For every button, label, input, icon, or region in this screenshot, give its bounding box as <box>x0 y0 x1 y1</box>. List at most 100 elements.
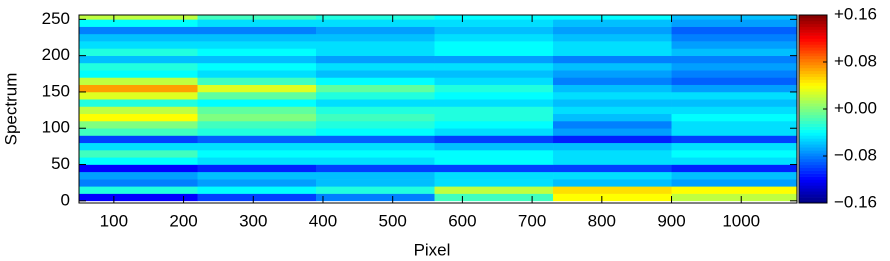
heatmap-cell <box>434 106 554 115</box>
heatmap-cell <box>316 41 435 49</box>
colorbar-step <box>799 158 827 163</box>
colorbar-step <box>799 29 827 33</box>
y-axis-label: Spectrum <box>1 73 20 146</box>
colorbar-step <box>799 164 827 169</box>
heatmap-cell <box>79 128 198 136</box>
heatmap-cell <box>79 164 198 173</box>
heatmap-cell <box>671 26 798 35</box>
heatmap-cell <box>434 41 554 49</box>
heatmap-cell <box>553 157 672 165</box>
heatmap-cell <box>197 91 317 100</box>
heatmap-cell <box>434 70 554 78</box>
y-tick-label: 50 <box>51 154 70 173</box>
heatmap-cell <box>553 171 672 180</box>
colorbar-step <box>799 59 827 63</box>
heatmap-cell <box>553 142 672 151</box>
heatmap-cell <box>671 55 798 64</box>
heatmap-cell <box>671 193 798 202</box>
colorbar-step <box>799 76 827 80</box>
colorbar-step <box>799 73 827 77</box>
colorbar-step <box>799 179 827 183</box>
colorbar-step <box>799 50 827 54</box>
heatmap-cell <box>671 164 798 173</box>
colorbar-step <box>799 97 827 101</box>
heatmap-cell <box>316 99 435 107</box>
colorbar-tick-label: +0.08 <box>834 51 877 70</box>
heatmap-cell <box>79 19 198 27</box>
heatmap-cell <box>434 135 554 144</box>
colorbar-step <box>799 109 827 113</box>
heatmap-cell <box>671 70 798 78</box>
heatmap-cell <box>316 26 435 35</box>
colorbar-step <box>799 138 827 142</box>
heatmap-cell <box>79 150 198 158</box>
colorbar-step <box>799 35 827 39</box>
heatmap-cell <box>197 120 317 129</box>
colorbar-step <box>799 94 827 98</box>
heatmap-cell <box>79 15 198 20</box>
colorbar-step <box>799 20 827 25</box>
heatmap-cell <box>434 33 554 42</box>
colorbar-step <box>799 173 827 177</box>
heatmap-cell <box>79 41 198 49</box>
heatmap-cell <box>434 113 554 122</box>
colorbar-step <box>799 144 827 148</box>
colorbar-step <box>799 188 827 192</box>
heatmap-cell <box>671 113 798 122</box>
heatmap-cell <box>434 128 554 136</box>
heatmap-cell <box>671 33 798 42</box>
heatmap-cell <box>79 193 198 202</box>
colorbar-step <box>799 153 827 157</box>
plot-frame <box>78 14 798 204</box>
colorbar-step <box>799 79 827 83</box>
colorbar-step <box>799 191 827 195</box>
heatmap-cell <box>434 164 554 173</box>
x-tick-label: 400 <box>309 211 337 230</box>
colorbar-step <box>799 64 827 69</box>
heatmap-cell <box>553 62 672 71</box>
heatmap-cell <box>79 55 198 64</box>
colorbar-step <box>799 170 827 174</box>
heatmap-cell <box>316 179 435 187</box>
colorbar-step <box>799 91 827 95</box>
y-tick-label: 0 <box>61 190 70 209</box>
heatmap-cell <box>553 84 672 93</box>
heatmap-cell <box>79 135 198 144</box>
y-tick-label: 250 <box>42 9 70 28</box>
heatmap-cell <box>434 171 554 180</box>
colorbar-step <box>799 62 827 66</box>
colorbar-step <box>799 23 827 28</box>
heatmap-cell <box>434 157 554 165</box>
heatmap-cell <box>197 62 317 71</box>
x-tick-label: 500 <box>379 211 407 230</box>
colorbar-step <box>799 197 827 201</box>
heatmap-cell <box>434 179 554 187</box>
heatmap-cell <box>671 84 798 93</box>
heatmap-cell <box>553 150 672 158</box>
x-tick-label: 700 <box>518 211 546 230</box>
colorbar-step <box>799 132 827 136</box>
colorbar-step <box>799 111 827 116</box>
heatmap-cell <box>79 26 198 35</box>
heatmap-cell <box>553 193 672 202</box>
heatmap-cell <box>197 164 317 173</box>
heatmap-cell <box>316 70 435 78</box>
x-tick-label: 900 <box>657 211 685 230</box>
colorbar-step <box>799 41 827 45</box>
x-tick-label: 300 <box>239 211 267 230</box>
colorbar-step <box>799 82 827 86</box>
heatmap-cell <box>434 84 554 93</box>
x-tick-label: 200 <box>169 211 197 230</box>
colorbar-step <box>799 106 827 110</box>
x-tick-label: 100 <box>100 211 128 230</box>
heatmap-cell <box>197 33 317 42</box>
colorbar-step <box>799 123 827 127</box>
heatmap-cell <box>553 55 672 64</box>
heatmap-cell <box>553 77 672 85</box>
heatmap-cell <box>671 150 798 158</box>
heatmap-cell <box>316 171 435 180</box>
heatmap-cell <box>671 48 798 56</box>
colorbar-step <box>799 47 827 51</box>
colorbar-step <box>799 85 827 89</box>
